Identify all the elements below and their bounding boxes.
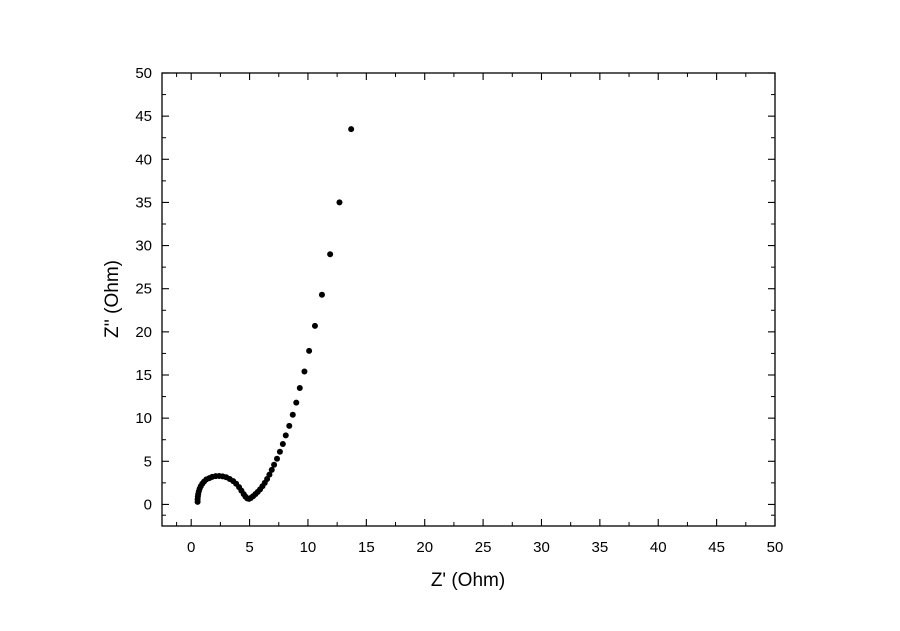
y-tick-label: 30 [135, 238, 152, 255]
x-tick-label: 10 [300, 539, 317, 556]
y-tick-label: 10 [135, 410, 152, 427]
data-point [336, 199, 343, 206]
x-tick-label: 25 [475, 539, 492, 556]
data-point [293, 399, 300, 406]
data-point [266, 471, 273, 478]
y-tick-label: 35 [135, 194, 152, 211]
data-point [289, 411, 296, 418]
data-point [279, 441, 286, 448]
y-tick-label: 20 [135, 324, 152, 341]
x-tick-label: 30 [533, 539, 550, 556]
x-tick-label: 0 [187, 539, 195, 556]
data-point [271, 461, 278, 468]
data-point [348, 126, 355, 133]
y-tick-label: 25 [135, 281, 152, 298]
data-point [296, 384, 303, 391]
y-tick-label: 15 [135, 367, 152, 384]
ticks-layer: 0 5 10 15 20 25 30 35 40 45 50 0 5 10 15 20 25 30 35 40 45 50 [135, 65, 783, 556]
y-axis-title: Z'' (Ohm) [102, 260, 123, 338]
data-point [327, 251, 334, 258]
x-axis-title: Z' (Ohm) [431, 570, 505, 591]
x-tick-label: 20 [416, 539, 433, 556]
y-tick-label: 50 [135, 65, 152, 82]
data-points-layer [194, 126, 355, 505]
data-point [268, 466, 275, 473]
data-point [301, 368, 308, 375]
y-tick-label: 45 [135, 108, 152, 125]
x-tick-label: 40 [650, 539, 667, 556]
y-tick-label: 0 [144, 496, 152, 513]
x-tick-label: 45 [708, 539, 725, 556]
x-tick-label: 35 [592, 539, 609, 556]
data-point [274, 455, 281, 462]
y-tick-label: 5 [144, 453, 152, 470]
x-tick-label: 50 [767, 539, 784, 556]
data-point [282, 432, 289, 439]
x-tick-label: 15 [358, 539, 375, 556]
y-tick-label: 40 [135, 151, 152, 168]
data-point [318, 291, 325, 298]
data-point [276, 448, 283, 455]
data-point [311, 322, 318, 329]
plot-frame [161, 72, 776, 527]
data-point [306, 347, 313, 354]
x-tick-label: 5 [245, 539, 253, 556]
data-point [286, 422, 293, 429]
